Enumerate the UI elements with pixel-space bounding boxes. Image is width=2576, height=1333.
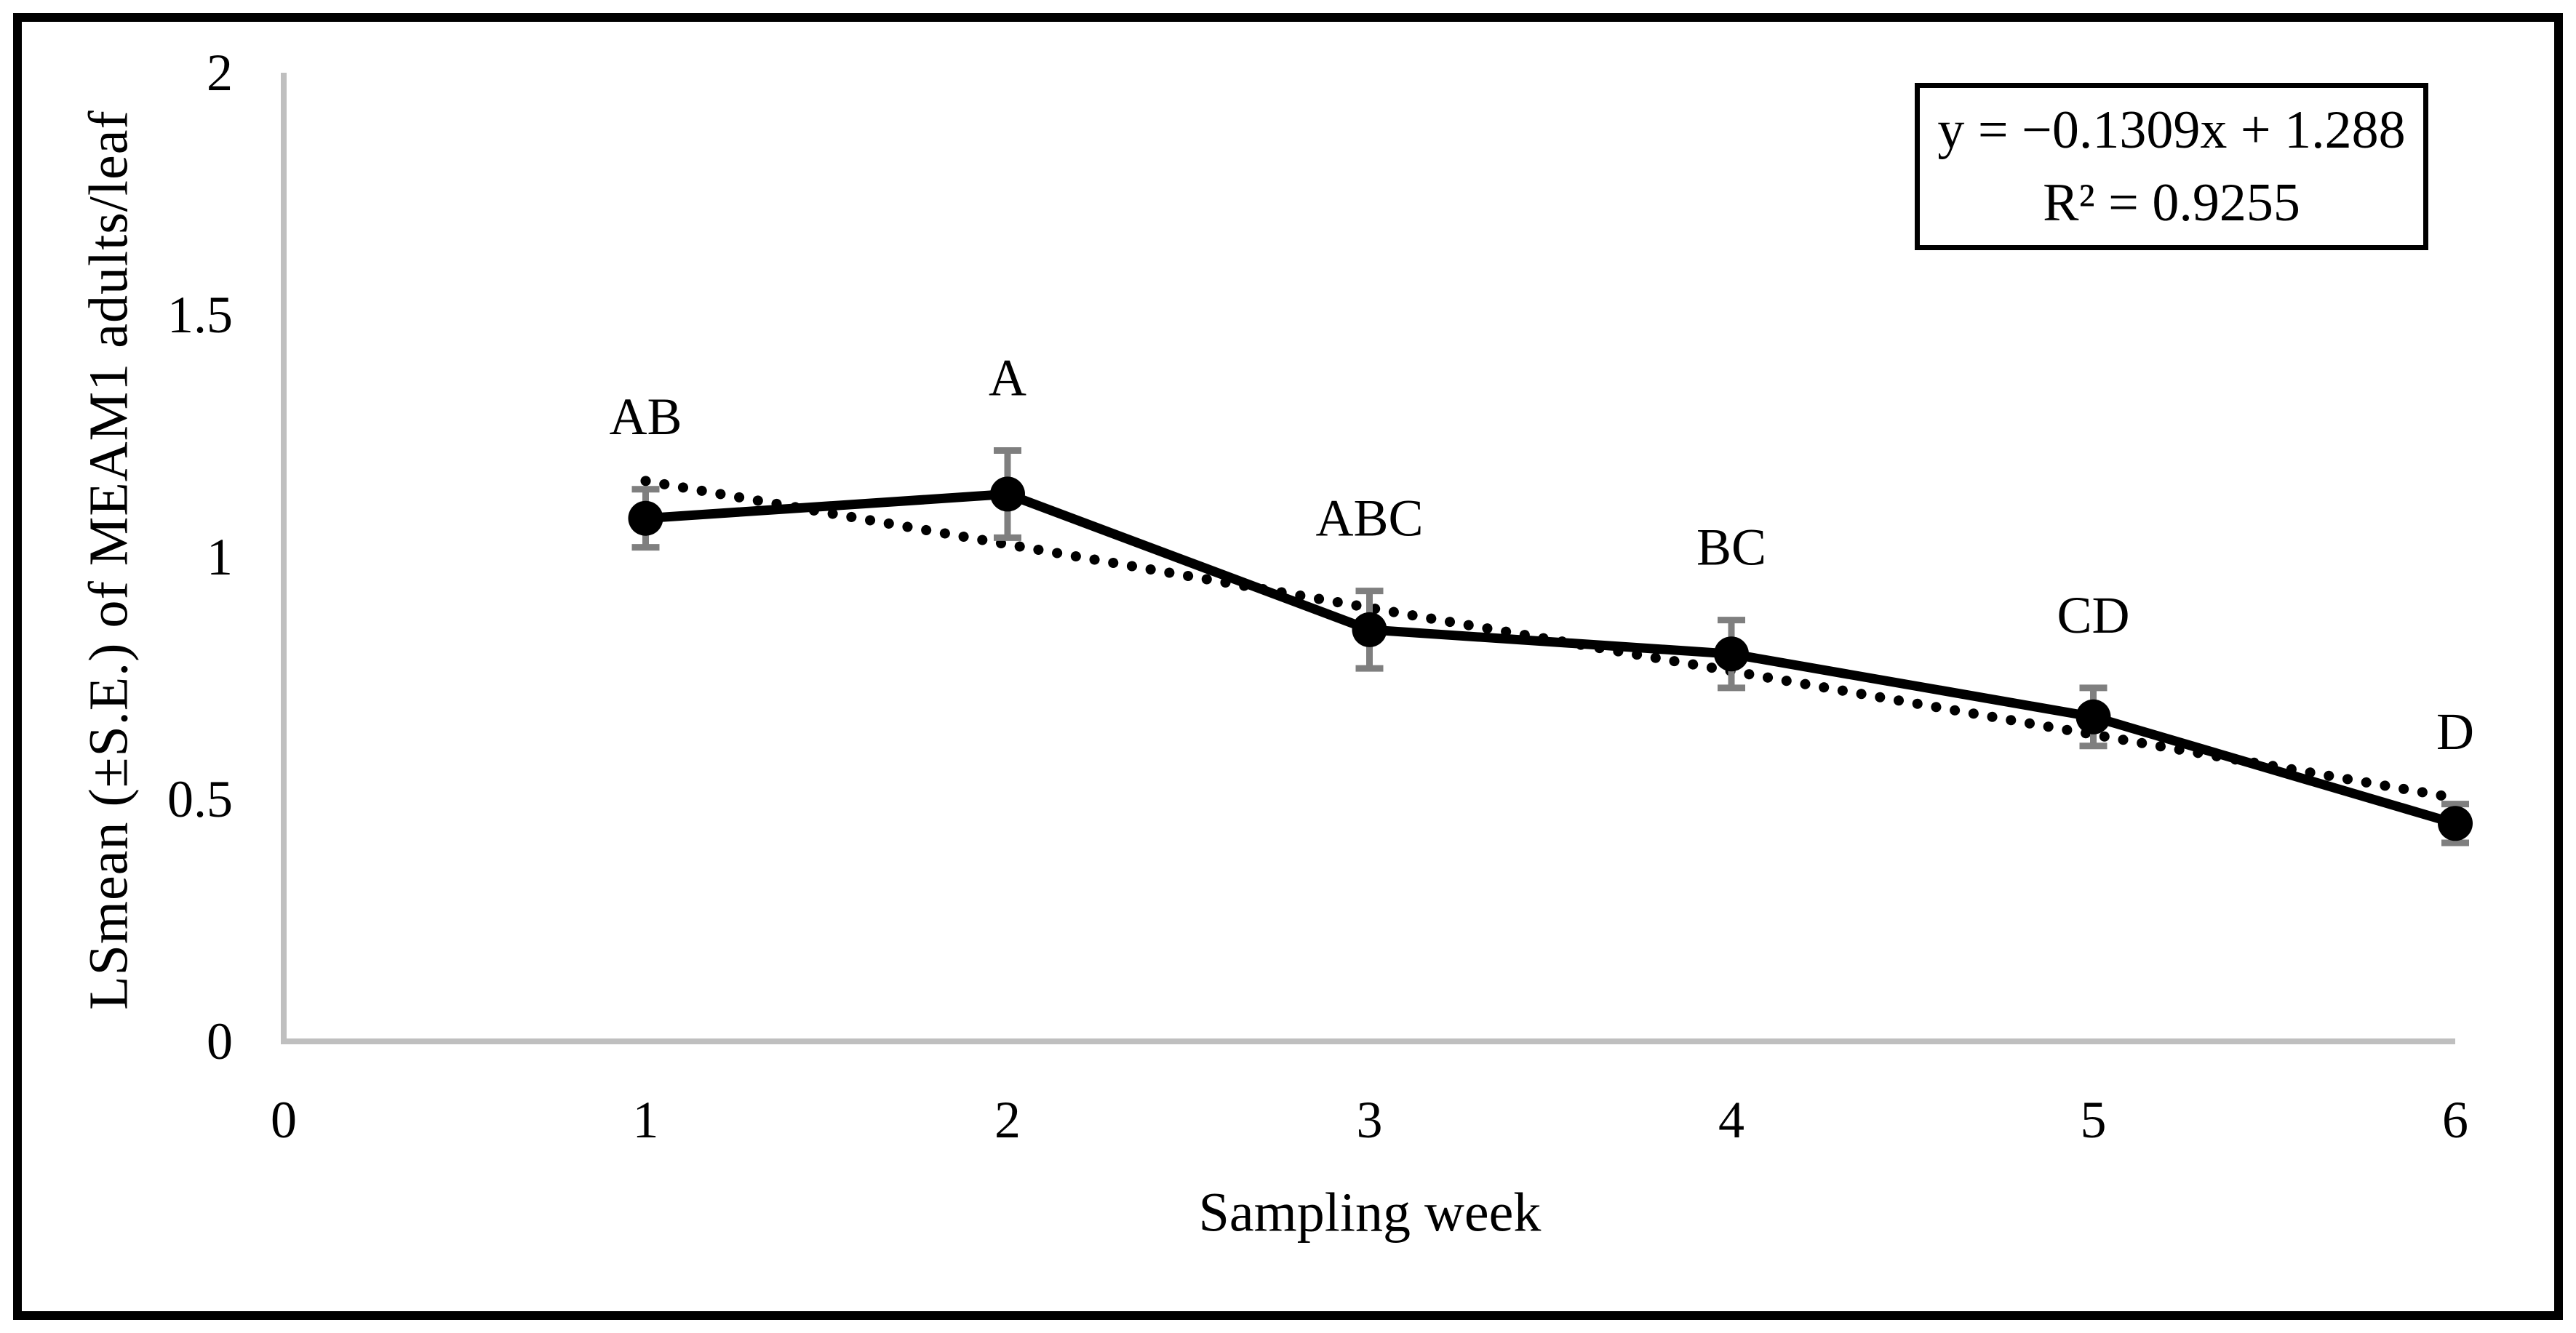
y-axis-title: LSmean (±S.E.) of MEAM1 adults/leaf [78,110,140,1010]
y-tick-label: 1.5 [167,286,233,344]
x-axis-title: Sampling week [1198,1182,1542,1244]
data-point-marker [1352,612,1387,647]
trendline-r-squared: R² = 0.9255 [2043,173,2300,233]
x-tick-label: 1 [633,1091,659,1149]
x-tick-label: 5 [2081,1091,2107,1149]
trendline-equation: y = −0.1309x + 1.288 [1937,100,2406,160]
sig-letter: AB [609,388,682,446]
data-point-marker [2075,699,2111,734]
y-tick-label: 0 [207,1012,233,1070]
data-point-marker [628,500,663,536]
sig-letter: D [2436,702,2474,761]
sig-letter: BC [1696,519,1766,577]
x-tick-label: 6 [2442,1091,2468,1149]
x-tick-label: 0 [271,1091,297,1149]
x-tick-label: 2 [994,1091,1021,1149]
data-point-marker [2438,806,2473,841]
figure-border [13,13,2563,1320]
trendline [640,476,2460,804]
y-tick-label: 1 [207,528,233,586]
trendline-equation-box: y = −0.1309x + 1.288 R² = 0.9255 [1915,83,2428,250]
sig-letter: ABC [1315,489,1423,548]
x-tick-label: 3 [1357,1091,1383,1149]
x-tick-label: 4 [1718,1091,1744,1149]
y-tick-label: 2 [207,44,233,102]
sig-letter: CD [2057,586,2129,644]
y-tick-label: 0.5 [167,770,233,828]
data-point-marker [990,476,1025,512]
sig-letter: A [989,349,1026,407]
data-point-marker [1714,636,1749,672]
series-line [645,489,2457,828]
